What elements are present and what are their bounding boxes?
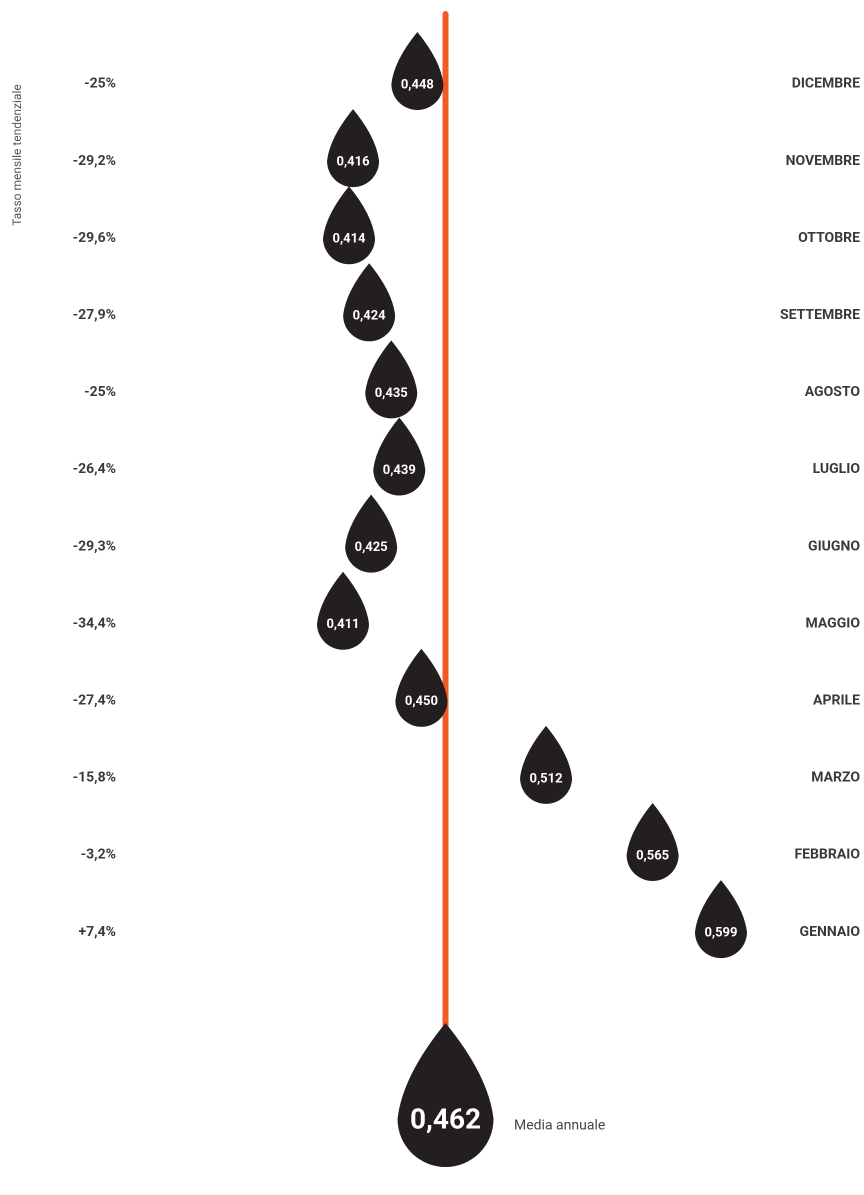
category-label: GENNAIO (800, 924, 861, 940)
category-label: DICEMBRE (792, 76, 860, 92)
rate-label: -29,3% (73, 538, 116, 554)
value-label: 0,425 (355, 540, 388, 555)
drop (694, 880, 747, 959)
mean-value-label: 0,462 (410, 1102, 481, 1135)
rate-label: -25% (84, 76, 116, 92)
drop (343, 263, 396, 342)
drop (345, 494, 398, 573)
value-label: 0,448 (401, 77, 434, 92)
drop (395, 648, 448, 727)
category-label: AGOSTO (805, 384, 861, 400)
rate-label: -26,4% (73, 461, 116, 477)
value-label: 0,439 (383, 463, 416, 478)
category-label: NOVEMBRE (786, 153, 861, 169)
category-label: GIUGNO (808, 538, 860, 554)
rate-label: -29,2% (73, 153, 116, 169)
value-label: 0,424 (353, 309, 387, 324)
value-label: 0,411 (326, 617, 359, 632)
category-label: FEBBRAIO (794, 847, 860, 863)
category-label: MARZO (811, 770, 860, 786)
category-label: MAGGIO (806, 615, 861, 631)
y-axis-label: Tasso mensile tendenziale (10, 84, 24, 225)
drop (520, 725, 573, 804)
drop (323, 186, 376, 265)
mean-name: Media annuale (514, 1118, 605, 1134)
rate-label: -15,8% (73, 770, 116, 786)
value-label: 0,599 (704, 926, 737, 941)
drop (316, 571, 369, 650)
value-label: 0,414 (332, 232, 366, 247)
rate-label: -27,9% (73, 307, 116, 323)
mean-drop (397, 1023, 494, 1167)
drop (626, 803, 679, 882)
category-label: OTTOBRE (798, 230, 860, 246)
category-label: LUGLIO (813, 461, 861, 477)
drop (365, 340, 418, 419)
rate-label: -3,2% (81, 847, 116, 863)
value-label: 0,512 (530, 771, 563, 786)
rate-label: +7,4% (79, 924, 117, 940)
drop (327, 109, 380, 188)
rate-label: -34,4% (73, 615, 116, 631)
rate-label: -27,4% (73, 693, 116, 709)
rate-label: -25% (84, 384, 116, 400)
category-label: APRILE (813, 693, 860, 709)
category-label: SETTEMBRE (780, 307, 860, 323)
value-label: 0,565 (636, 848, 669, 863)
drop (391, 32, 444, 110)
rate-label: -29,6% (73, 230, 116, 246)
value-label: 0,450 (405, 694, 438, 709)
value-label: 0,416 (337, 155, 371, 170)
drop (373, 417, 426, 496)
value-label: 0,435 (375, 386, 408, 401)
